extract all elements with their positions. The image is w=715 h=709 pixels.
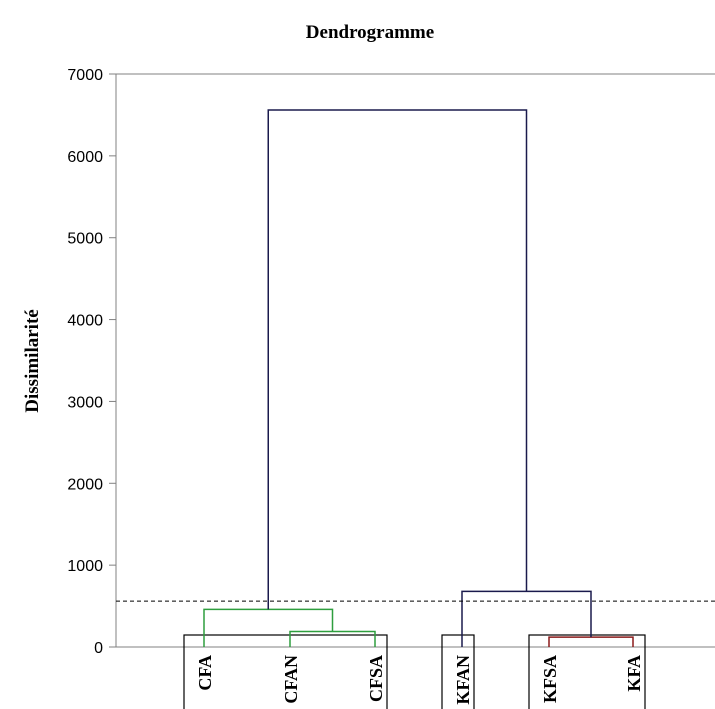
dendrogram-link bbox=[203, 608, 334, 647]
axes bbox=[115, 73, 715, 648]
y-tick-label: 2000 bbox=[67, 476, 103, 493]
y-tick-label: 3000 bbox=[67, 394, 103, 411]
dendrogram-link bbox=[461, 590, 592, 647]
leaf-labels: CFA CFAN CFSA KFAN KFSA KFA bbox=[195, 655, 644, 705]
cluster-box bbox=[528, 634, 646, 709]
y-tick-label: 7000 bbox=[67, 67, 103, 84]
y-tick-label: 6000 bbox=[67, 149, 103, 166]
leaf-label: KFSA bbox=[540, 655, 560, 703]
dendrogram-links bbox=[203, 109, 634, 647]
y-tick-label: 1000 bbox=[67, 558, 103, 575]
y-tick-label: 5000 bbox=[67, 231, 103, 248]
chart-title: Dendrogramme bbox=[306, 22, 434, 43]
leaf-label: KFA bbox=[624, 655, 644, 692]
y-tick-label: 0 bbox=[94, 640, 103, 657]
y-tick-label: 4000 bbox=[67, 313, 103, 330]
y-axis-label: Dissimilarité bbox=[22, 309, 43, 412]
cluster-box bbox=[183, 634, 388, 709]
dendrogram-link bbox=[548, 636, 634, 647]
leaf-label: CFAN bbox=[281, 655, 301, 704]
leaf-label: KFAN bbox=[453, 655, 473, 705]
cluster-boxes bbox=[183, 634, 646, 709]
dendrogram-link bbox=[267, 109, 528, 610]
leaf-label: CFA bbox=[195, 655, 215, 691]
cluster-box bbox=[441, 634, 475, 709]
leaf-label: CFSA bbox=[366, 655, 386, 702]
y-ticks: 0 1000 2000 3000 4000 5000 6000 7000 bbox=[67, 67, 116, 657]
dendrogram-link bbox=[289, 630, 376, 647]
